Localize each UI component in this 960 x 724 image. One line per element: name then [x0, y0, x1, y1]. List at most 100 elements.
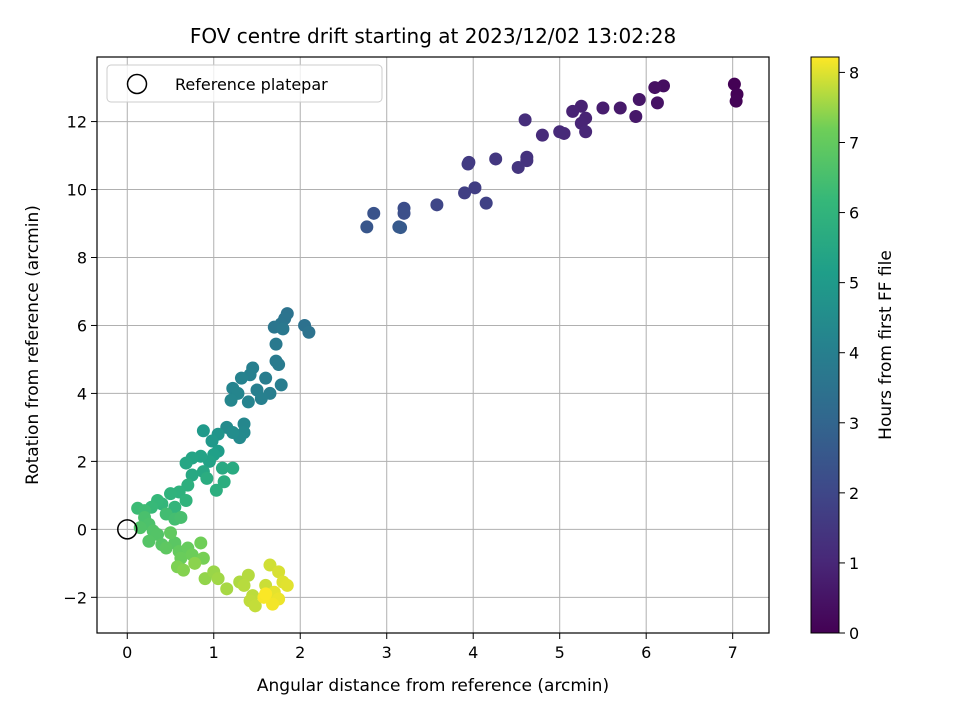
- colorbar-tick-label: 8: [849, 63, 859, 82]
- data-point: [254, 392, 268, 406]
- data-point: [196, 424, 210, 438]
- data-point: [479, 196, 493, 210]
- plot-frame: [96, 56, 770, 634]
- data-point: [394, 221, 408, 235]
- data-point: [164, 526, 178, 540]
- data-point: [579, 125, 593, 139]
- x-tick-label: 0: [122, 643, 132, 662]
- data-point: [274, 378, 288, 392]
- data-point: [159, 541, 173, 555]
- data-point: [211, 572, 225, 586]
- data-point: [650, 96, 664, 110]
- data-point: [174, 510, 188, 524]
- data-point: [179, 493, 193, 507]
- data-point: [535, 128, 549, 142]
- data-point: [302, 325, 316, 339]
- x-tick-label: 4: [468, 643, 478, 662]
- data-point: [259, 371, 273, 385]
- x-tick-label: 7: [728, 643, 738, 662]
- data-point: [461, 157, 475, 171]
- data-point: [566, 104, 580, 118]
- data-point: [224, 393, 238, 407]
- data-point: [185, 468, 199, 482]
- legend-marker-icon: [126, 73, 148, 95]
- data-point: [217, 475, 231, 489]
- x-tick-label: 5: [555, 643, 565, 662]
- colorbar-tick-label: 3: [849, 414, 859, 433]
- data-point: [188, 556, 202, 570]
- x-tick-label: 6: [641, 643, 651, 662]
- colorbar-tick-label: 7: [849, 133, 859, 152]
- data-point: [511, 160, 525, 174]
- data-point: [613, 101, 627, 115]
- data-point: [276, 322, 290, 336]
- y-tick-label: 12: [67, 113, 87, 132]
- data-point: [237, 578, 251, 592]
- data-point: [729, 94, 743, 108]
- x-tick-label: 2: [295, 643, 305, 662]
- colorbar-tick-label: 1: [849, 554, 859, 573]
- y-tick-label: 2: [77, 452, 87, 471]
- colorbar-tick-label: 2: [849, 484, 859, 503]
- colorbar: [810, 56, 840, 634]
- y-tick-label: 8: [77, 248, 87, 267]
- y-tick-label: 10: [67, 181, 87, 200]
- colorbar-tick-label: 4: [849, 344, 859, 363]
- x-tick-label: 1: [209, 643, 219, 662]
- data-point: [272, 565, 286, 579]
- data-point: [272, 358, 286, 372]
- legend-box: [106, 64, 383, 103]
- data-point: [269, 337, 283, 351]
- data-point: [648, 81, 662, 95]
- colorbar-tick-label: 5: [849, 274, 859, 293]
- data-point: [458, 186, 472, 200]
- data-point: [205, 434, 219, 448]
- data-points: [131, 77, 744, 613]
- data-point: [226, 426, 240, 440]
- y-axis-ticks: −2 0 2 4 6 8 10 12: [63, 113, 97, 607]
- data-point: [179, 456, 193, 470]
- y-tick-label: 6: [77, 316, 87, 335]
- data-point: [360, 220, 374, 234]
- x-tick-label: 3: [382, 643, 392, 662]
- data-point: [200, 471, 214, 485]
- data-point: [553, 125, 567, 139]
- data-point: [518, 113, 532, 127]
- data-point: [164, 487, 178, 501]
- x-axis-label: Angular distance from reference (arcmin): [257, 676, 609, 696]
- data-point: [142, 534, 156, 548]
- data-point: [209, 483, 223, 497]
- y-tick-label: −2: [63, 588, 87, 607]
- data-point: [259, 587, 273, 601]
- data-point: [367, 206, 381, 220]
- data-point: [176, 563, 190, 577]
- colorbar-label: Hours from first FF file: [876, 250, 896, 440]
- data-point: [632, 92, 646, 106]
- data-point: [489, 152, 503, 166]
- data-point: [220, 582, 234, 596]
- data-point: [629, 109, 643, 123]
- y-tick-label: 0: [77, 520, 87, 539]
- data-point: [194, 536, 208, 550]
- x-axis-ticks: 0 1 2 3 4 5 6 7: [122, 633, 738, 662]
- data-point: [430, 198, 444, 212]
- data-point: [234, 371, 248, 385]
- data-point: [248, 599, 262, 613]
- data-point: [226, 461, 240, 475]
- data-point: [241, 568, 255, 582]
- data-point: [727, 77, 741, 91]
- legend-entry-reference: Reference platepar: [175, 75, 328, 94]
- colorbar-tick-label: 0: [849, 624, 859, 643]
- data-point: [468, 181, 482, 195]
- data-point: [241, 395, 255, 409]
- data-point: [280, 578, 294, 592]
- chart-title: FOV centre drift starting at 2023/12/02 …: [190, 24, 676, 48]
- legend: Reference platepar: [106, 64, 383, 103]
- data-point: [596, 101, 610, 115]
- reference-marker: [117, 519, 138, 540]
- data-point: [215, 461, 229, 475]
- data-point: [397, 206, 411, 220]
- colorbar-tick-label: 6: [849, 204, 859, 223]
- y-tick-label: 4: [77, 384, 87, 403]
